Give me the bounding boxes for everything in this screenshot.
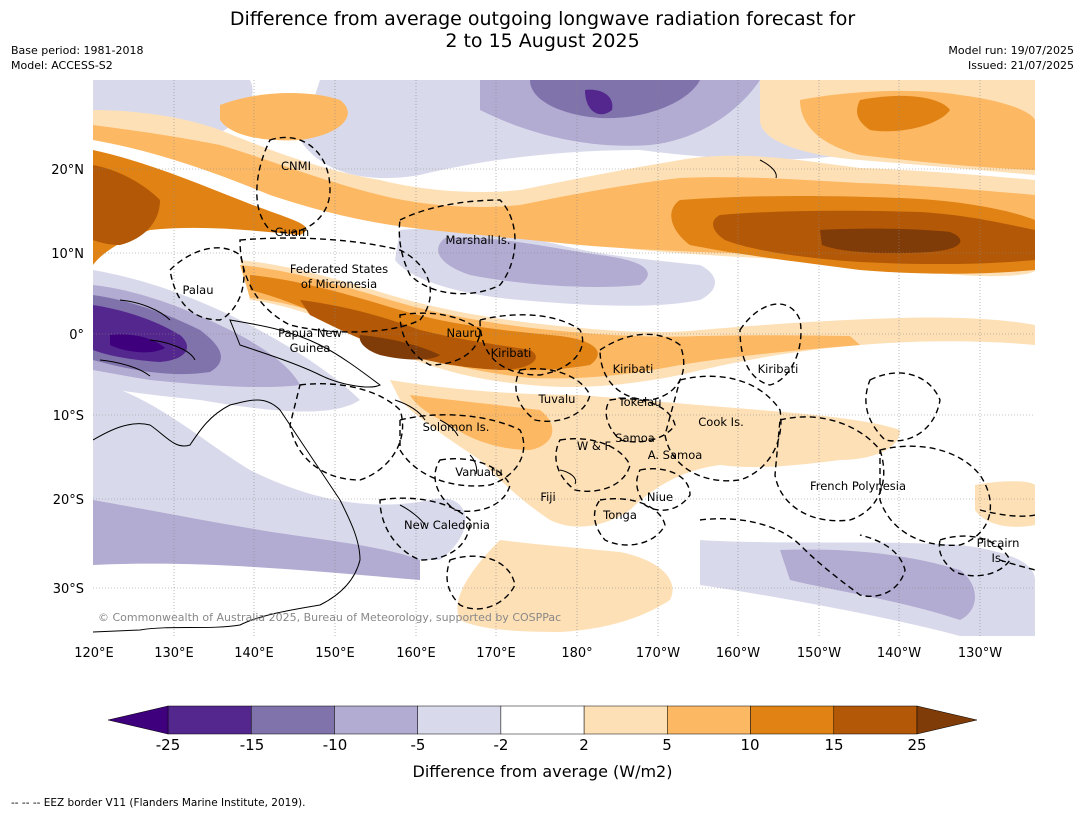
colorbar-bin xyxy=(417,705,502,735)
colorbar-bin xyxy=(833,705,918,735)
model-run: Model run: 19/07/2025 xyxy=(948,44,1074,57)
eez-footnote: -- -- -- EEZ border V11 (Flanders Marine… xyxy=(11,797,306,809)
lat-label: 20°N xyxy=(51,163,84,178)
copyright-text: © Commonwealth of Australia 2025, Bureau… xyxy=(98,611,561,624)
colorbar-tick: -2 xyxy=(493,736,509,754)
label-vanuatu: Vanuatu xyxy=(455,465,502,479)
label-fsm-line2: of Micronesia xyxy=(301,277,377,291)
colorbar-high-extend xyxy=(916,705,978,735)
graticule xyxy=(93,80,1035,636)
label-pitcairn-line1: Pitcairn xyxy=(977,536,1020,550)
colorbar-tick: -15 xyxy=(239,736,265,754)
label-solomon-is: Solomon Is. xyxy=(423,420,490,434)
label-kiribati-west: Kiribati xyxy=(491,346,532,360)
label-guam: Guam xyxy=(275,225,309,239)
meta-right: Model run: 19/07/2025 Issued: 21/07/2025 xyxy=(948,43,1074,73)
colorbar-bin xyxy=(334,705,418,735)
label-samoa: Samoa xyxy=(615,431,655,445)
colorbar-bin xyxy=(250,705,335,735)
label-fsm-line1: Federated States xyxy=(290,262,388,276)
lat-label: 10°N xyxy=(51,247,84,262)
label-cook-is: Cook Is. xyxy=(698,415,743,429)
meta-left: Base period: 1981-2018 Model: ACCESS-S2 xyxy=(11,43,143,73)
model-name: Model: ACCESS-S2 xyxy=(11,59,113,72)
colorbar-bin xyxy=(750,705,835,735)
label-kiribati-central: Kiribati xyxy=(613,362,654,376)
lon-label: 150°W xyxy=(797,646,841,661)
colorbar-tick: 2 xyxy=(579,736,589,754)
label-niue: Niue xyxy=(647,490,673,504)
lon-label: 130°W xyxy=(958,646,1002,661)
colorbar-tick: -25 xyxy=(155,736,181,754)
colorbar-low-extend xyxy=(107,705,169,735)
colorbar-label: Difference from average (W/m2) xyxy=(412,762,673,781)
lon-label: 170°E xyxy=(476,646,516,661)
lon-label: 140°E xyxy=(234,646,274,661)
base-period: Base period: 1981-2018 xyxy=(11,44,144,57)
anomaly-field xyxy=(93,80,1035,636)
lon-label: 160°E xyxy=(396,646,436,661)
label-marshall-is: Marshall Is. xyxy=(445,233,510,247)
colorbar-bin xyxy=(500,705,585,735)
label-pitcairn-line2: Is. xyxy=(991,551,1004,565)
label-french-polynesia: French Polynesia xyxy=(810,479,906,493)
label-wallis-futuna: W & F xyxy=(577,439,611,453)
colorbar-tick: -5 xyxy=(410,736,426,754)
lon-label: 180° xyxy=(561,646,592,661)
lon-label: 120°E xyxy=(74,646,114,661)
lon-label: 150°E xyxy=(315,646,355,661)
issued-date: Issued: 21/07/2025 xyxy=(967,59,1074,72)
lon-labels: 120°E 130°E 140°E 150°E 160°E 170°E 180°… xyxy=(74,646,1002,661)
label-png-line2: Guinea xyxy=(290,341,331,355)
label-nauru: Nauru xyxy=(447,326,482,340)
colorbar-tick: -10 xyxy=(322,736,348,754)
lat-label: 20°S xyxy=(53,493,84,508)
lon-label: 130°E xyxy=(154,646,194,661)
lat-label: 10°S xyxy=(53,409,84,424)
lon-label: 170°W xyxy=(636,646,680,661)
lon-label: 140°W xyxy=(877,646,921,661)
title-line-2: 2 to 15 August 2025 xyxy=(445,30,640,52)
lat-labels: 20°N 10°N 0° 10°S 20°S 30°S xyxy=(51,163,84,597)
lat-label: 30°S xyxy=(53,582,84,597)
label-kiribati-east: Kiribati xyxy=(758,362,799,376)
region-labels: CNMI Guam Marshall Is. Palau Federated S… xyxy=(183,159,1020,565)
label-tonga: Tonga xyxy=(602,508,637,522)
colorbar-tick: 5 xyxy=(662,736,672,754)
colorbar-bin xyxy=(583,705,668,735)
label-fiji: Fiji xyxy=(540,490,555,504)
title-line-1: Difference from average outgoing longwav… xyxy=(229,8,856,30)
label-cnmi: CNMI xyxy=(281,159,311,173)
colorbar xyxy=(107,705,978,735)
colorbar-bin xyxy=(167,705,252,735)
label-tuvalu: Tuvalu xyxy=(538,392,576,406)
eez-borders xyxy=(169,136,1035,610)
label-png-line1: Papua New xyxy=(278,326,342,340)
lat-label: 0° xyxy=(69,328,84,343)
coastlines xyxy=(93,159,777,633)
colorbar-bin xyxy=(667,705,751,735)
colorbar-tick: 10 xyxy=(740,736,760,754)
label-american-samoa: A. Samoa xyxy=(648,448,703,462)
colorbar-tick: 15 xyxy=(824,736,844,754)
label-new-caledonia: New Caledonia xyxy=(404,518,490,532)
lon-label: 160°W xyxy=(716,646,760,661)
label-tokelau: Tokelau xyxy=(618,395,662,409)
colorbar-tick: 25 xyxy=(907,736,927,754)
map-title: Difference from average outgoing longwav… xyxy=(0,8,1085,52)
label-palau: Palau xyxy=(183,283,214,297)
